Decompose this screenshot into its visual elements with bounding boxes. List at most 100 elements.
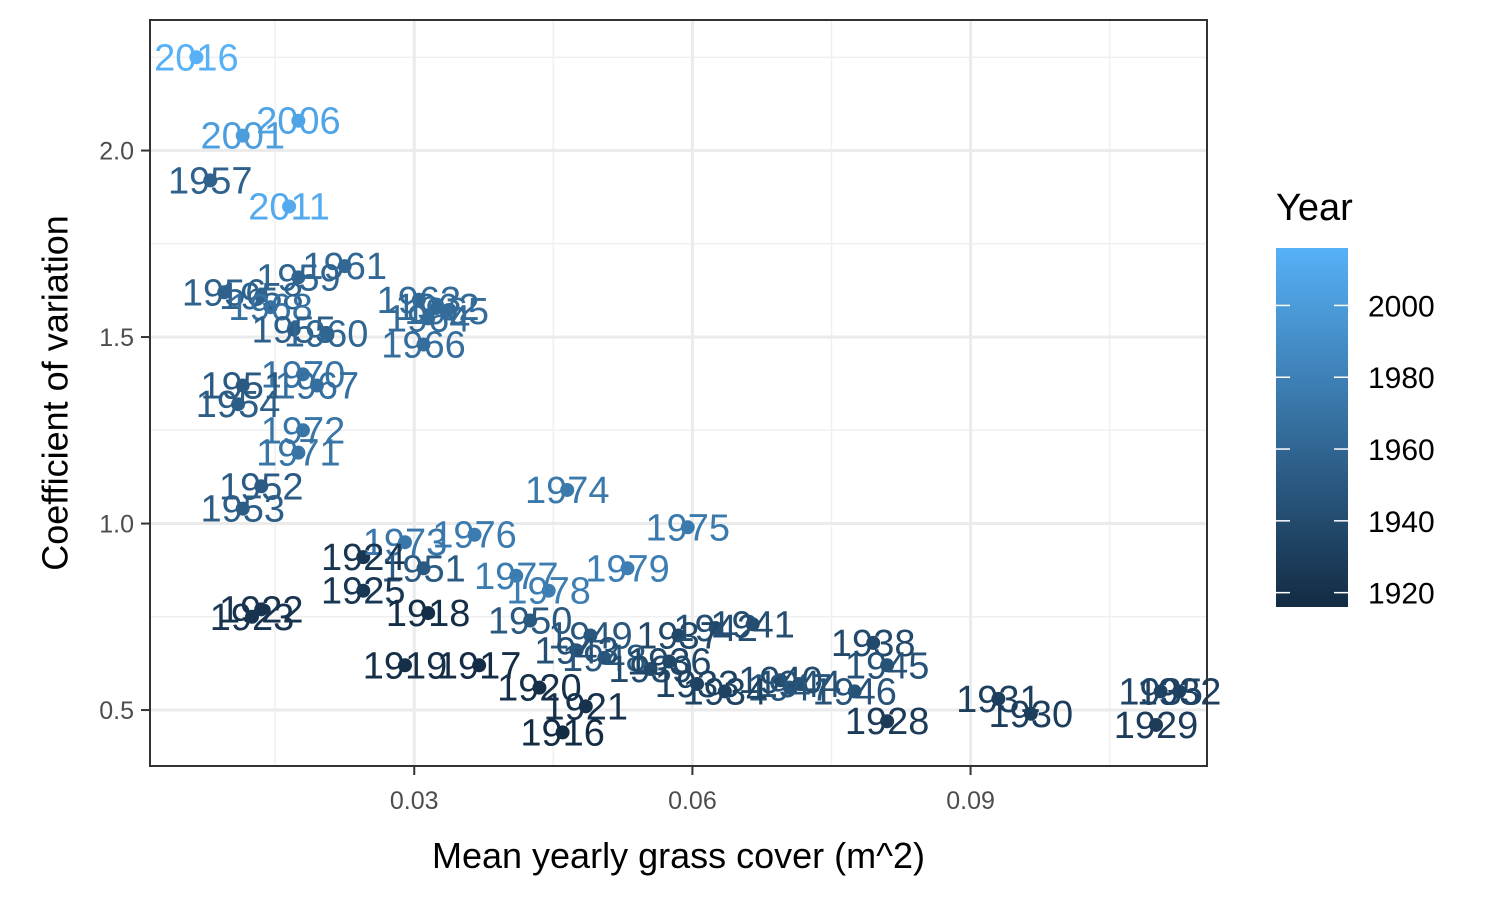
data-point bbox=[254, 289, 269, 304]
data-point bbox=[467, 527, 482, 542]
data-label: 1978 bbox=[506, 571, 591, 613]
data-label: 1971 bbox=[256, 433, 341, 475]
color-legend: Year 1920 1940 1960 1980 2000 bbox=[1276, 187, 1435, 611]
data-label: 1916 bbox=[520, 712, 605, 754]
data-label: 1928 bbox=[845, 701, 930, 743]
data-label: 2006 bbox=[256, 101, 341, 143]
legend-title: Year bbox=[1276, 187, 1353, 229]
y-tick-label: 1.5 bbox=[99, 324, 134, 352]
x-tick-label: 0.09 bbox=[946, 787, 995, 815]
data-label: 1977 bbox=[474, 556, 559, 598]
data-point bbox=[1023, 706, 1038, 721]
data-point bbox=[1172, 684, 1187, 699]
data-point bbox=[421, 606, 436, 621]
data-point bbox=[560, 482, 575, 497]
data-label: 1964 bbox=[386, 298, 471, 340]
data-label: 1948 bbox=[562, 638, 647, 680]
data-point bbox=[295, 423, 310, 438]
data-point bbox=[597, 650, 612, 665]
data-label: 1923 bbox=[210, 597, 295, 639]
y-tick-label: 1.0 bbox=[99, 511, 134, 539]
data-point bbox=[1149, 717, 1164, 732]
data-label: 1933 bbox=[655, 664, 740, 706]
data-label: 1966 bbox=[381, 325, 466, 367]
data-label: 1979 bbox=[585, 548, 670, 590]
data-point bbox=[472, 658, 487, 673]
data-point bbox=[421, 311, 436, 326]
data-label: 2011 bbox=[248, 187, 330, 229]
data-label: 1952 bbox=[219, 466, 304, 508]
data-point bbox=[263, 300, 278, 315]
data-point bbox=[578, 699, 593, 714]
data-label: 1929 bbox=[1114, 705, 1199, 747]
data-point bbox=[662, 654, 677, 669]
data-point bbox=[291, 113, 306, 128]
data-label: 1935 bbox=[1118, 671, 1203, 713]
data-point bbox=[397, 658, 412, 673]
data-label: 1919 bbox=[363, 645, 448, 687]
data-label: 1924 bbox=[321, 537, 406, 579]
data-label: 1930 bbox=[989, 694, 1074, 736]
legend-ticks: 1920 1940 1960 1980 2000 bbox=[1276, 290, 1435, 611]
data-point bbox=[745, 617, 760, 632]
data-label: 1972 bbox=[261, 410, 346, 452]
data-label: 1965 bbox=[404, 291, 489, 333]
data-label: 1960 bbox=[284, 313, 369, 355]
data-point bbox=[254, 479, 269, 494]
data-label: 1939 bbox=[608, 649, 693, 691]
data-label: 2001 bbox=[200, 116, 285, 158]
y-axis: 0.5 1.0 1.5 2.0 bbox=[99, 138, 150, 725]
data-point bbox=[717, 684, 732, 699]
data-label: 1967 bbox=[275, 366, 360, 408]
data-point bbox=[203, 173, 218, 188]
data-label: 1946 bbox=[812, 671, 897, 713]
data-label: 1944 bbox=[757, 664, 842, 706]
data-label: 1959 bbox=[256, 257, 341, 299]
data-label: 1947 bbox=[747, 668, 832, 710]
data-points bbox=[189, 50, 1187, 740]
data-point bbox=[235, 501, 250, 516]
data-point bbox=[569, 643, 584, 658]
data-point bbox=[541, 583, 556, 598]
data-point bbox=[235, 128, 250, 143]
data-label: 1962 bbox=[395, 287, 480, 329]
grid-minor bbox=[150, 20, 1207, 766]
data-label: 1931 bbox=[956, 679, 1041, 721]
data-label: 1970 bbox=[261, 354, 346, 396]
data-label: 1968 bbox=[228, 287, 313, 329]
data-point bbox=[244, 609, 259, 624]
data-point bbox=[356, 550, 371, 565]
data-label: 1957 bbox=[168, 160, 253, 202]
legend-colorbar bbox=[1276, 248, 1348, 607]
data-point bbox=[532, 680, 547, 695]
data-label: 1934 bbox=[683, 671, 768, 713]
data-point bbox=[416, 561, 431, 576]
data-point bbox=[291, 445, 306, 460]
data-point bbox=[235, 378, 250, 393]
data-label: 1951 bbox=[200, 366, 285, 408]
data-point bbox=[411, 292, 426, 307]
x-tick-label: 0.03 bbox=[390, 787, 439, 815]
data-label: 1921 bbox=[544, 686, 629, 728]
data-point bbox=[620, 561, 635, 576]
data-label: 1956 bbox=[182, 272, 267, 314]
data-label: 1955 bbox=[251, 310, 336, 352]
legend-tick-label: 1980 bbox=[1368, 362, 1435, 395]
data-label: 1975 bbox=[645, 507, 730, 549]
data-label: 1925 bbox=[321, 571, 406, 613]
data-label: 1973 bbox=[363, 522, 448, 564]
data-point bbox=[847, 684, 862, 699]
data-label: 1951 bbox=[381, 548, 466, 590]
data-point bbox=[286, 322, 301, 337]
data-label: 1941 bbox=[710, 604, 795, 646]
data-label: 1963 bbox=[377, 280, 462, 322]
x-tick-label: 0.06 bbox=[668, 787, 717, 815]
data-point bbox=[282, 199, 297, 214]
data-label: 1974 bbox=[525, 470, 610, 512]
data-label: 1953 bbox=[200, 489, 285, 531]
data-point bbox=[397, 535, 412, 550]
data-label: 1945 bbox=[845, 645, 930, 687]
data-label: 1954 bbox=[196, 384, 281, 426]
data-point bbox=[782, 680, 797, 695]
